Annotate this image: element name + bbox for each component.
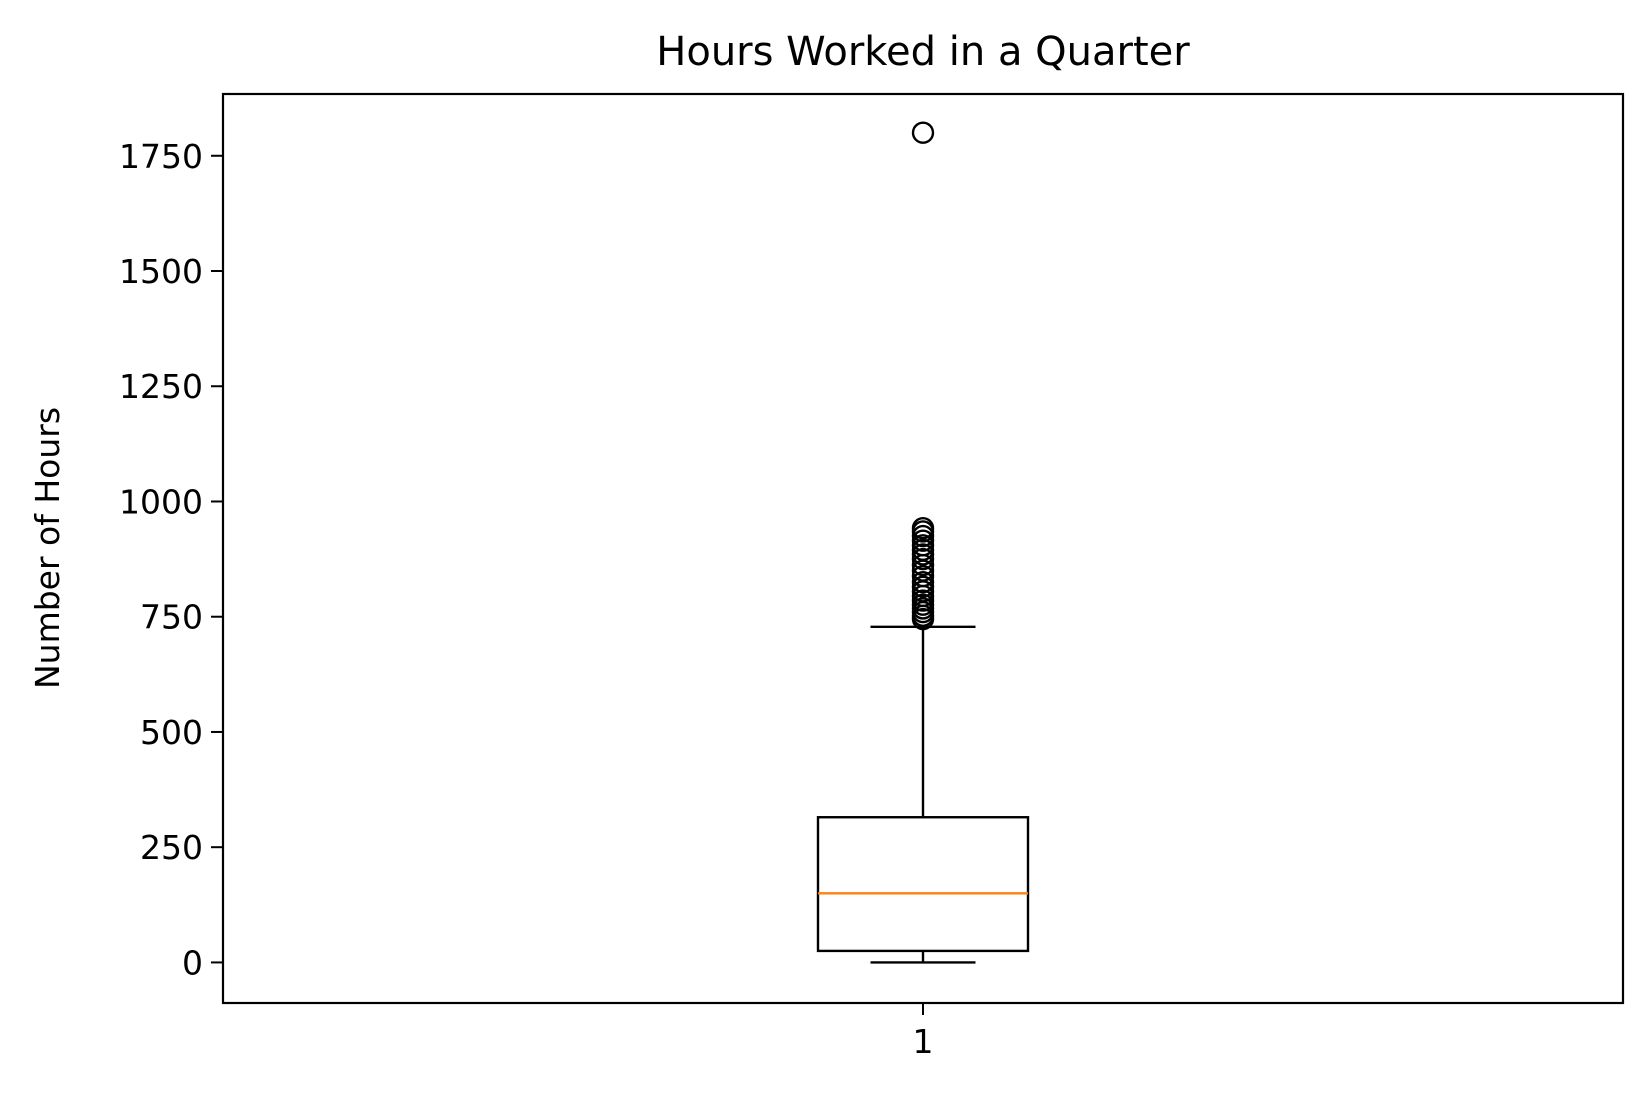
y-tick-label: 750 <box>140 598 203 637</box>
y-tick-label: 1250 <box>119 367 203 406</box>
y-tick-label: 1750 <box>119 137 203 176</box>
y-tick-label: 1500 <box>119 252 203 291</box>
y-axis-ticks: 0 250 500 750 1000 1250 1500 1750 <box>119 137 223 982</box>
x-tick-label: 1 <box>913 1022 934 1061</box>
box-plot-series <box>816 121 1030 964</box>
y-tick-label: 250 <box>140 828 203 867</box>
y-tick-label: 0 <box>182 943 203 982</box>
interquartile-box <box>816 816 1030 953</box>
y-tick-label: 1000 <box>119 482 203 521</box>
outlier-point <box>911 570 935 594</box>
x-axis-ticks: 1 <box>913 1003 934 1061</box>
chart-title: Hours Worked in a Quarter <box>656 29 1190 75</box>
outlier-point <box>911 564 935 588</box>
outlier-point <box>911 517 935 540</box>
y-axis-label: Number of Hours <box>28 407 67 689</box>
outlier-point <box>911 121 935 144</box>
y-tick-label: 500 <box>140 713 203 752</box>
plot-area-frame <box>221 92 1625 1005</box>
